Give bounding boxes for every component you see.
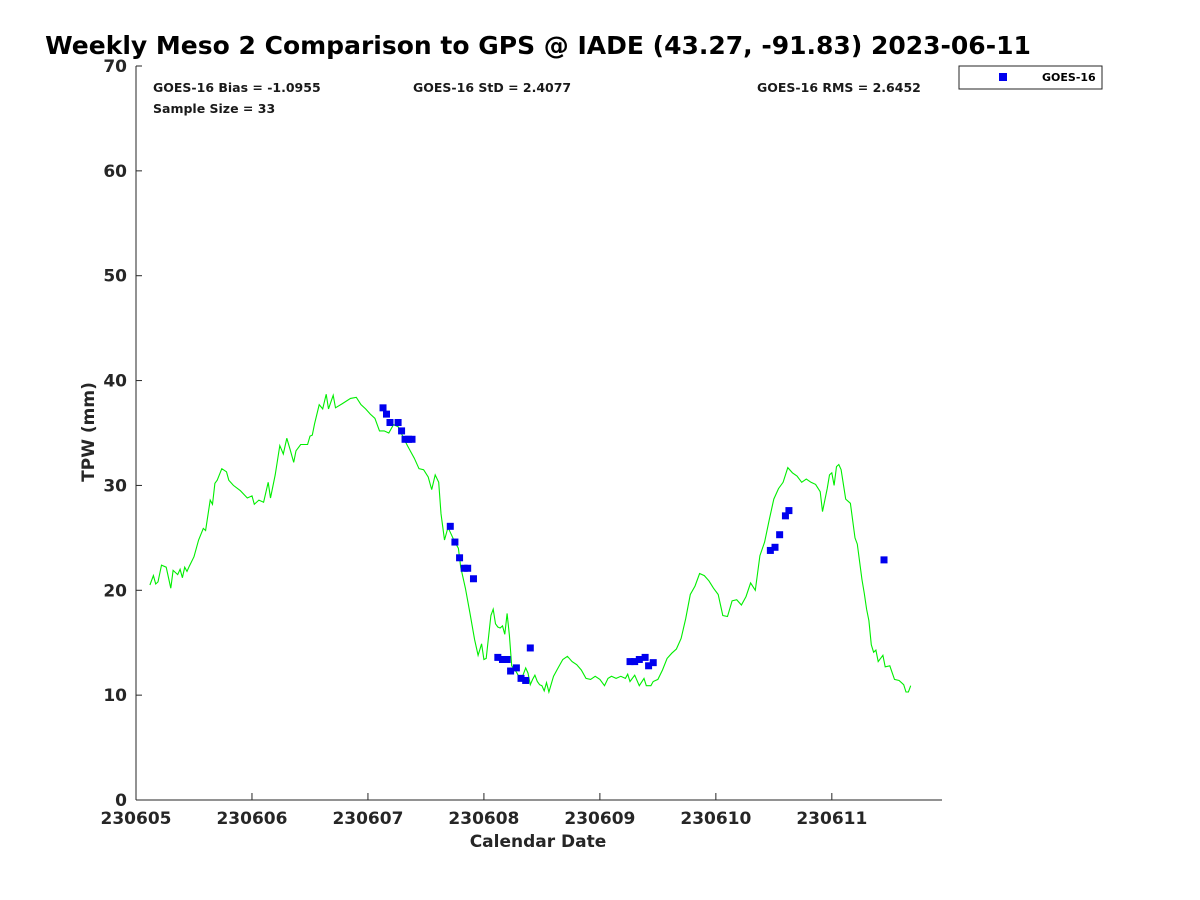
- goes16-point: [512, 664, 520, 672]
- goes16-point: [446, 522, 454, 530]
- x-ticks: 230605 230606 230607 230608 230609 230610 2306…: [101, 793, 867, 829]
- y-tick-label: 20: [103, 581, 127, 601]
- goes16-point: [386, 419, 394, 427]
- chart-title: Weekly Meso 2 Comparison to GPS @ IADE (…: [45, 31, 1031, 60]
- y-tick-label: 50: [103, 267, 127, 287]
- legend-box: [958, 65, 1103, 90]
- gps-tpw-line: [149, 393, 912, 695]
- goes16-point: [526, 644, 534, 652]
- goes16-point: [382, 410, 390, 418]
- goes16-point: [394, 419, 402, 427]
- x-tick-label: 230609: [564, 809, 635, 829]
- x-tick-label: 230605: [101, 809, 172, 829]
- y-tick-label: 70: [103, 57, 127, 77]
- y-tick-label: 60: [103, 162, 127, 182]
- legend-label: GOES-16: [1042, 71, 1096, 84]
- x-tick-label: 230610: [680, 809, 751, 829]
- x-axis-label: Calendar Date: [470, 832, 607, 852]
- goes16-point: [379, 404, 387, 412]
- y-axis-label: TPW (mm): [79, 382, 99, 482]
- x-tick-label: 230608: [448, 809, 519, 829]
- goes16-point: [507, 667, 515, 675]
- plot-area: [149, 393, 912, 695]
- stat-rms: GOES-16 RMS = 2.6452: [757, 80, 921, 95]
- goes16-point: [498, 655, 506, 663]
- goes16-point: [522, 676, 530, 684]
- y-tick-label: 10: [103, 686, 127, 706]
- x-tick-label: 230607: [332, 809, 403, 829]
- goes16-point: [503, 655, 511, 663]
- y-tick-label: 30: [103, 476, 127, 496]
- stat-bias: GOES-16 Bias = -1.0955: [153, 80, 321, 95]
- legend: GOES-16: [958, 65, 1103, 90]
- goes16-point: [456, 554, 464, 562]
- goes16-point: [645, 662, 653, 670]
- goes16-point: [641, 653, 649, 661]
- goes16-point: [626, 658, 634, 666]
- goes16-point: [469, 575, 477, 583]
- goes16-point: [451, 538, 459, 546]
- goes16-point: [408, 435, 416, 443]
- stat-std: GOES-16 StD = 2.4077: [413, 80, 571, 95]
- y-ticks: 0 10 20 30 40 50 60 70: [103, 57, 142, 811]
- goes16-point: [781, 512, 789, 520]
- goes16-point: [776, 531, 784, 539]
- x-tick-label: 230606: [216, 809, 287, 829]
- goes16-point: [464, 564, 472, 572]
- goes16-point: [766, 546, 774, 554]
- goes16-point: [635, 655, 643, 663]
- goes16-point: [880, 556, 888, 564]
- goes16-point: [494, 653, 502, 661]
- goes16-point: [631, 658, 639, 666]
- goes16-point: [785, 507, 793, 515]
- x-tick-label: 230611: [796, 809, 867, 829]
- stat-sample-size: Sample Size = 33: [153, 101, 275, 116]
- y-tick-label: 0: [115, 791, 127, 811]
- goes16-point: [517, 674, 525, 682]
- goes16-point: [398, 427, 406, 435]
- goes16-point: [771, 543, 779, 551]
- goes16-point: [649, 659, 657, 667]
- y-tick-label: 40: [103, 372, 127, 392]
- legend-marker: [999, 73, 1007, 81]
